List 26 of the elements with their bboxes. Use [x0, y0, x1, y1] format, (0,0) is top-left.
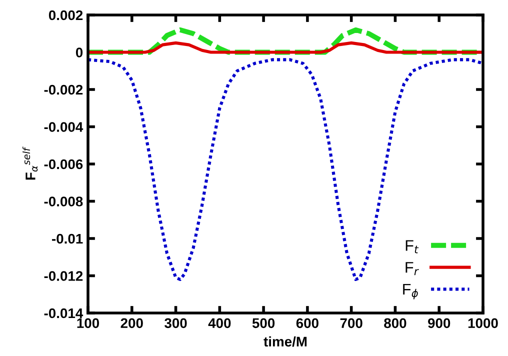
x-tick-label: 400 — [208, 318, 231, 328]
y-tick-label: -0.014 — [44, 308, 84, 318]
x-tick-label: 200 — [120, 318, 143, 328]
y-axis-title: F$_{α}$$^{self}$ — [22, 146, 38, 180]
y-tick-label: 0.002 — [48, 10, 83, 20]
x-tick-label: 900 — [428, 318, 450, 328]
x-tick-label: 100 — [77, 318, 100, 328]
x-tick-label: 700 — [340, 318, 362, 328]
x-tick-label: 600 — [296, 318, 318, 328]
y-tick-label: -0.008 — [44, 196, 83, 206]
x-axis-title: time/M — [264, 336, 307, 347]
y-tick-label: -0.002 — [44, 84, 83, 95]
y-tick-label: -0.006 — [44, 159, 83, 170]
y-tick-label: -0.01 — [52, 234, 83, 244]
x-tick-label: 1000 — [468, 318, 498, 328]
y-tick-label: 0 — [76, 48, 83, 58]
legend-label: F$_{ϕ}$ — [403, 284, 418, 300]
legend-label: F$_{r}$ — [406, 262, 419, 276]
legend-label: F$_{t}$ — [406, 240, 419, 254]
line-series — [88, 41, 483, 54]
x-tick-label: 800 — [384, 318, 406, 328]
x-tick-label: 500 — [252, 318, 275, 328]
y-tick-label: -0.012 — [44, 271, 83, 281]
y-tick-label: -0.004 — [44, 122, 84, 132]
line-series — [88, 58, 483, 282]
x-tick-label: 300 — [164, 318, 187, 328]
